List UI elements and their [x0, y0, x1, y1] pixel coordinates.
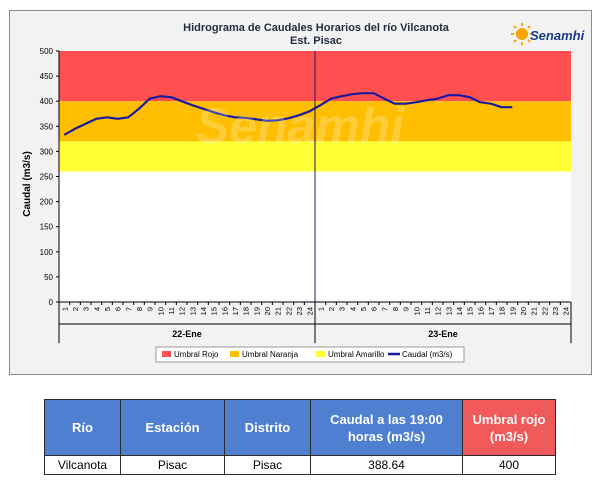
- x-tick-label: 13: [444, 307, 453, 315]
- x-tick-label: 12: [434, 307, 443, 315]
- x-tick-label: 17: [487, 307, 496, 315]
- header-estacion: Estación: [120, 399, 225, 456]
- y-tick-label: 300: [40, 147, 54, 156]
- senamhi-logo: Senamhi: [511, 23, 585, 45]
- x-tick-label: 14: [199, 307, 208, 315]
- x-tick-label: 2: [327, 307, 336, 311]
- legend-label: Umbral Rojo: [174, 350, 219, 359]
- x-tick-label: 22: [284, 307, 293, 315]
- header-rio: Río: [44, 399, 121, 456]
- y-tick-label: 250: [40, 173, 54, 182]
- x-tick-label: 1: [316, 307, 325, 311]
- y-tick-label: 350: [40, 122, 54, 131]
- x-tick-label: 7: [380, 307, 389, 311]
- header-distrito: Distrito: [224, 399, 311, 456]
- x-tick-label: 4: [348, 307, 357, 311]
- x-tick-label: 11: [423, 307, 432, 315]
- x-tick-label: 16: [220, 307, 229, 315]
- x-tick-label: 19: [252, 307, 261, 315]
- legend-swatch: [162, 351, 171, 357]
- y-tick-label: 200: [40, 198, 54, 207]
- flow-summary-table: Río Estación Distrito Caudal a las 19:00…: [44, 399, 556, 475]
- x-tick-label: 2: [71, 307, 80, 311]
- logo-text: Senamhi: [530, 28, 585, 43]
- x-tick-label: 18: [242, 307, 251, 315]
- legend-swatch: [316, 351, 325, 357]
- y-tick-label: 0: [49, 298, 54, 307]
- x-tick-label: 9: [146, 307, 155, 311]
- x-tick-label: 6: [114, 307, 123, 311]
- y-tick-label: 450: [40, 72, 54, 81]
- header-caudal: Caudal a las 19:00 horas (m3/s): [310, 399, 463, 456]
- x-tick-label: 20: [263, 307, 272, 315]
- x-tick-label: 15: [210, 307, 219, 315]
- x-tick-label: 23: [551, 307, 560, 315]
- x-tick-label: 10: [156, 307, 165, 315]
- x-tick-label: 24: [562, 307, 571, 315]
- table-row: Vilcanota Pisac Pisac 388.64 400: [44, 455, 556, 475]
- x-tick-label: 10: [412, 307, 421, 315]
- x-tick-label: 22: [540, 307, 549, 315]
- x-tick-label: 5: [359, 307, 368, 311]
- x-tick-label: 3: [338, 307, 347, 311]
- day-label: 23-Ene: [428, 329, 458, 339]
- chart-legend: Umbral Rojo Umbral Naranja Umbral Amarillo…: [155, 346, 465, 363]
- x-tick-label: 19: [508, 307, 517, 315]
- x-tick-label: 13: [188, 307, 197, 315]
- cell-estacion: Pisac: [120, 455, 225, 475]
- cell-distrito: Pisac: [224, 455, 311, 475]
- chart-panel: Hidrograma de Caudales Horarios del río …: [9, 10, 592, 375]
- legend-label: Caudal (m3/s): [402, 350, 453, 359]
- y-tick-label: 400: [40, 97, 54, 106]
- chart-subtitle: Est. Pisac: [290, 35, 342, 47]
- x-tick-label: 12: [178, 307, 187, 315]
- cell-rio: Vilcanota: [44, 455, 121, 475]
- y-tick-label: 150: [40, 223, 54, 232]
- x-tick-label: 4: [92, 307, 101, 311]
- x-tick-label: 14: [455, 307, 464, 315]
- legend-label: Umbral Amarillo: [328, 350, 385, 359]
- x-tick-label: 8: [391, 307, 400, 311]
- sun-logo-icon: [511, 23, 533, 45]
- x-tick-label: 20: [519, 307, 528, 315]
- chart-title: Hidrograma de Caudales Horarios del río …: [183, 22, 450, 34]
- y-tick-label: 100: [40, 248, 54, 257]
- x-tick-label: 23: [295, 307, 304, 315]
- x-tick-label: 6: [370, 307, 379, 311]
- x-tick-label: 21: [530, 307, 539, 315]
- legend-swatch: [230, 351, 239, 357]
- series-line-caudal: [63, 92, 513, 136]
- x-tick-label: 15: [466, 307, 475, 315]
- watermark-text: Senamhi: [196, 98, 406, 154]
- x-tick-label: 3: [82, 307, 91, 311]
- day-label: 22-Ene: [172, 329, 202, 339]
- legend-label: Umbral Naranja: [242, 350, 299, 359]
- x-tick-label: 21: [274, 307, 283, 315]
- x-tick-label: 16: [476, 307, 485, 315]
- hydrograph-chart: Hidrograma de Caudales Horarios del río …: [22, 22, 585, 363]
- y-axis-label: Caudal (m3/s): [22, 151, 33, 217]
- cell-umbral-rojo: 400: [462, 455, 556, 475]
- x-tick-label: 24: [306, 307, 315, 315]
- x-tick-label: 9: [402, 307, 411, 311]
- x-tick-label: 17: [231, 307, 240, 315]
- y-tick-label: 500: [40, 47, 54, 56]
- x-tick-label: 11: [167, 307, 176, 315]
- y-tick-label: 50: [44, 273, 53, 282]
- x-tick-label: 18: [498, 307, 507, 315]
- x-tick-label: 7: [124, 307, 133, 311]
- table-header-row: Río Estación Distrito Caudal a las 19:00…: [44, 399, 556, 456]
- header-umbral-rojo: Umbral rojo (m3/s): [462, 399, 556, 456]
- x-tick-label: 5: [103, 307, 112, 311]
- x-tick-label: 1: [60, 307, 69, 311]
- cell-caudal: 388.64: [310, 455, 463, 475]
- x-tick-label: 8: [135, 307, 144, 311]
